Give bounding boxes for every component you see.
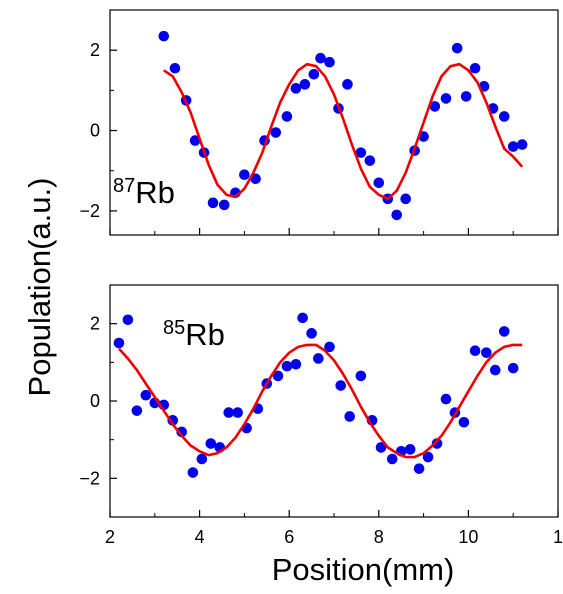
data-point [391,209,403,221]
x-tick-label: 6 [284,527,294,547]
fit-curve [163,62,524,201]
data-point [167,415,179,426]
data-point [440,93,452,104]
data-point [187,467,199,478]
fit-curve [118,343,523,459]
x-tick-label: 1 [553,527,563,547]
data-point [232,407,243,418]
y-axis-label: Population(a.u.) [22,178,57,397]
x-tick-label: 2 [105,527,115,547]
data-point [516,139,528,150]
data-point [270,127,282,138]
data-point [281,111,293,122]
data-point [507,362,519,374]
data-point [404,444,416,455]
data-point [364,155,376,166]
data-point [469,62,481,74]
data-point [440,393,452,405]
data-point [306,328,317,339]
data-point [140,389,152,401]
data-point [239,169,250,181]
data-point [451,42,463,54]
data-point [313,353,324,364]
data-point [299,79,311,90]
data-point [324,341,335,353]
data-point [489,364,501,376]
isotope-mass-number: 87 [113,175,135,197]
data-point [375,442,387,453]
data-point [422,451,434,463]
isotope-symbol: Rb [135,175,175,210]
data-point [344,411,355,422]
data-point [413,463,425,474]
y-tick-label: 0 [90,391,100,411]
data-point [205,438,217,449]
x-axis-label: Position(mm) [272,552,455,587]
data-point [373,177,385,189]
data-point [281,360,293,372]
data-point [207,197,219,209]
data-point [272,370,284,382]
data-point [223,407,235,418]
isotope-label: 85Rb [163,317,225,352]
data-point [176,426,187,438]
plot-frame [109,9,559,236]
data-point [342,79,353,90]
data-point [297,312,308,324]
y-tick-label: 2 [90,40,100,60]
y-tick-label: 2 [90,314,100,334]
data-point [189,135,201,146]
x-tick-label: 8 [374,527,384,547]
data-point [122,314,134,326]
data-point [308,68,320,80]
data-point [324,56,335,68]
data-point [218,199,230,211]
data-point [498,111,510,122]
data-point [335,380,347,391]
x-tick-label: 10 [458,527,478,547]
data-point [481,347,492,358]
data-point [290,83,302,94]
data-point [355,370,367,382]
data-point [460,91,472,102]
data-point [158,30,170,42]
data-point [196,453,208,465]
y-tick-label: 0 [90,121,100,141]
data-point [131,405,143,416]
data-point [469,345,481,357]
isotope-mass-number: 85 [163,317,185,339]
data-point [498,326,510,337]
panel-87rb: 2 0 −2 87Rb [79,9,559,236]
data-point [431,438,443,449]
data-point [386,453,398,465]
isotope-symbol: Rb [185,317,225,352]
data-point [400,193,411,205]
data-point [507,141,519,152]
y-tick-label: −2 [79,201,100,221]
isotope-label: 87Rb [113,175,175,210]
data-point [290,358,302,370]
data-point [458,416,470,428]
data-point [429,101,441,112]
data-point [113,337,125,349]
data-point [315,52,326,64]
y-tick-label: −2 [79,468,100,488]
x-tick-label: 4 [195,527,205,547]
data-point [169,62,181,74]
data-point [355,147,367,158]
